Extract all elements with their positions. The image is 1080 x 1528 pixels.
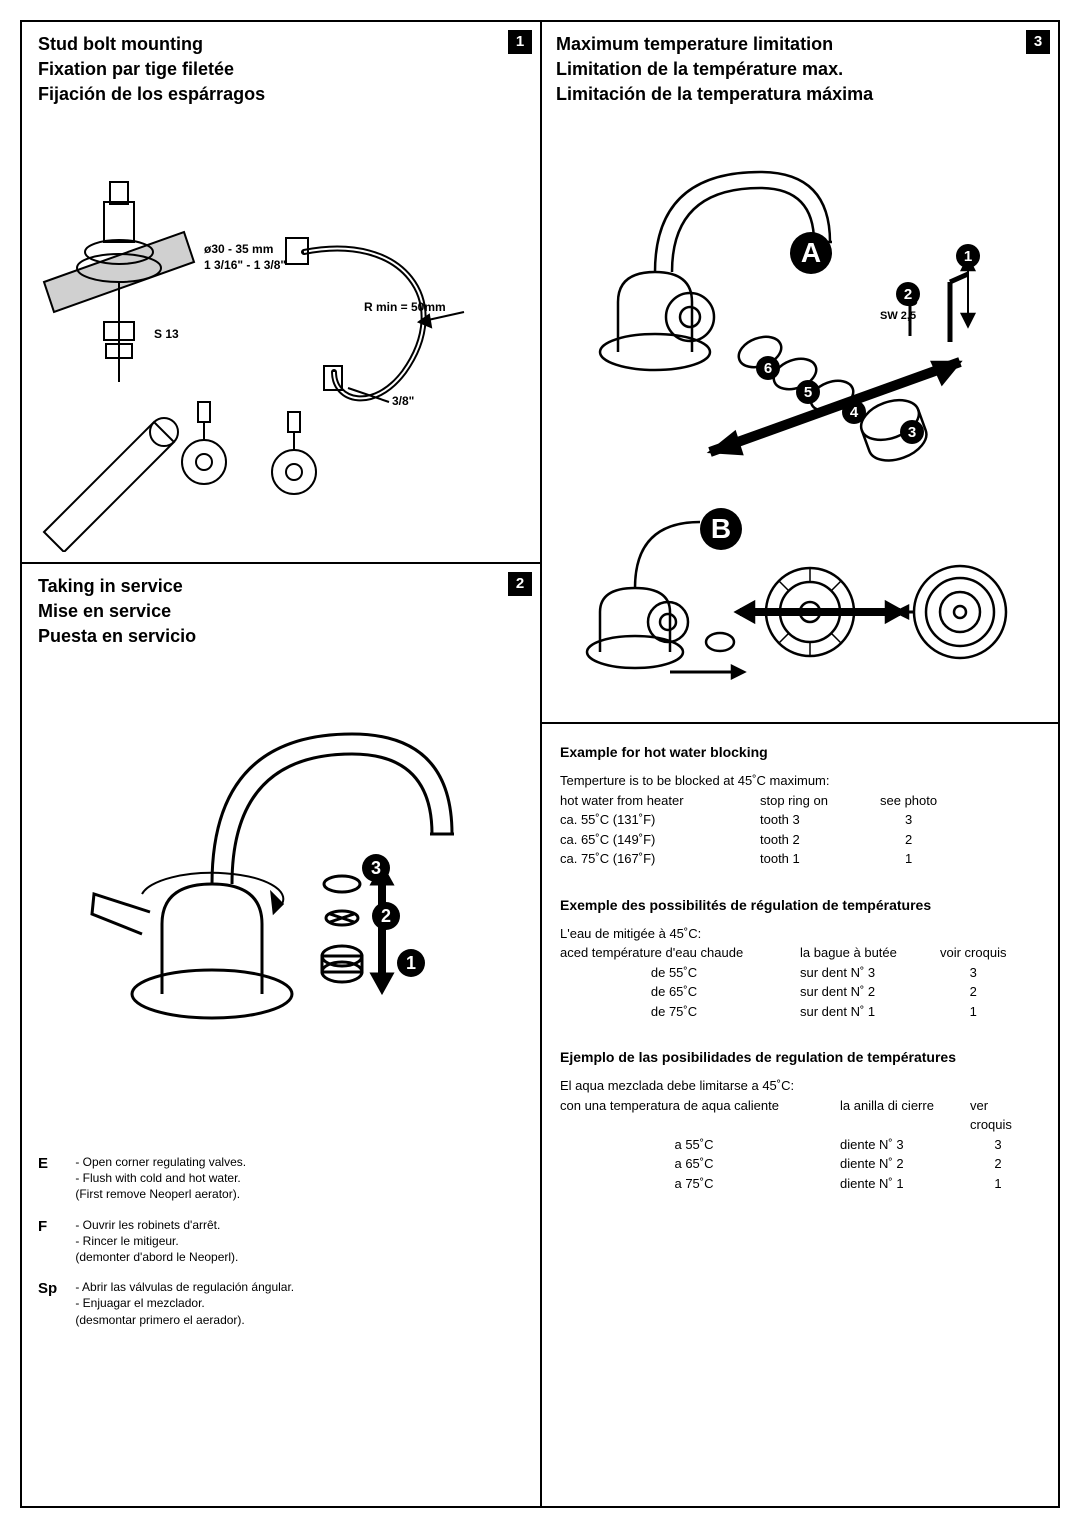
p2-num-1: 1 [397,949,425,977]
note-en-label: E [38,1154,72,1174]
note-fr-body: - Ouvrir les robinets d'arrêt. - Rincer … [75,1217,435,1266]
panel-3-badge: 3 [1026,30,1050,54]
a-num-6: 6 [756,356,780,380]
panel-1-title-fr: Fixation par tige filetée [38,57,524,82]
panel-3-title-en: Maximum temperature limitation [556,32,1042,57]
note-es-body: - Abrir las válvulas de regulación ángul… [75,1279,435,1328]
diagram-b-svg [560,502,1040,702]
panel-1-title-en: Stud bolt mounting [38,32,524,57]
diagram-a-letter: A [790,232,832,274]
panel-2-diagram: 3 2 1 [52,694,492,1114]
panel-3-title: Maximum temperature limitation Limitatio… [540,22,1058,118]
panel-2-title-fr: Mise en service [38,599,524,624]
label-thread: 3/8" [392,394,414,408]
panel-2-title-es: Puesta en servicio [38,624,524,649]
panel-3-title-fr: Limitation de la température max. [556,57,1042,82]
a-num-1: 1 [956,244,980,268]
panel-3-title-es: Limitación de la temperatura máxima [556,82,1042,107]
label-rmin: R min = 50mm [364,300,446,314]
panel-2-svg [52,694,492,1114]
panel-2-notes: E - Open corner regulating valves. - Flu… [38,1154,524,1328]
block-en-intro: Temperture is to be blocked at 45˚C maxi… [560,771,1038,791]
note-fr-label: F [38,1217,72,1237]
p2-num-2: 2 [372,902,400,930]
block-es-intro: El aqua mezclada debe limitarse a 45˚C: [560,1076,1038,1096]
panel-3-tables: Example for hot water blocking Tempertur… [560,742,1038,1193]
panel-2-title-en: Taking in service [38,574,524,599]
block-en-heading: Example for hot water blocking [560,742,1038,763]
panel-1-title: Stud bolt mounting Fixation par tige fil… [22,22,540,118]
block-fr-table: aced température d'eau chaude la bague à… [560,943,1018,1021]
block-es-table: con una temperatura de aqua caliente la … [560,1096,1038,1194]
panel-1-title-es: Fijación de los espárragos [38,82,524,107]
block-es-heading: Ejemplo de las posibilidades de regulati… [560,1047,1038,1068]
note-en: E - Open corner regulating valves. - Flu… [38,1154,524,1203]
block-fr: Exemple des possibilités de régulation d… [560,895,1038,1022]
panel-1-diagram: ø30 - 35 mm 1 3/16" - 1 3/8" S 13 R min … [34,172,524,552]
note-es-label: Sp [38,1279,72,1299]
label-hole-in: 1 3/16" - 1 3/8" [204,258,286,272]
diagram-b-letter: B [700,508,742,550]
a-num-3: 3 [900,420,924,444]
panel-1: 1 Stud bolt mounting Fixation par tige f… [22,22,540,562]
p2-num-3: 3 [362,854,390,882]
block-en-table: hot water from heater stop ring on see p… [560,791,949,869]
panel-2-badge: 2 [508,572,532,596]
note-es: Sp - Abrir las válvulas de regulación án… [38,1279,524,1328]
label-wrench: S 13 [154,327,179,341]
panel-1-badge: 1 [508,30,532,54]
a-num-4: 4 [842,400,866,424]
block-fr-heading: Exemple des possibilités de régulation d… [560,895,1038,916]
note-en-body: - Open corner regulating valves. - Flush… [75,1154,435,1203]
diagram-a-svg [560,152,1040,472]
label-sw: SW 2,5 [880,310,916,322]
a-num-2: 2 [896,282,920,306]
panel-3: 3 Maximum temperature limitation Limitat… [540,22,1058,1506]
page-frame: 1 Stud bolt mounting Fixation par tige f… [20,20,1060,1508]
diagram-a: A 1 2 SW 2,5 3 4 5 6 [560,152,1040,472]
panel-2-title: Taking in service Mise en service Puesta… [22,564,540,660]
panel-1-svg [34,172,524,552]
block-fr-intro: L'eau de mitigée à 45˚C: [560,924,1038,944]
block-en: Example for hot water blocking Tempertur… [560,742,1038,869]
panel-2: 2 Taking in service Mise en service Pues… [22,564,540,1506]
label-hole-dia: ø30 - 35 mm [204,242,273,256]
block-es: Ejemplo de las posibilidades de regulati… [560,1047,1038,1193]
diagram-b: B [560,502,1040,702]
a-num-5: 5 [796,380,820,404]
note-fr: F - Ouvrir les robinets d'arrêt. - Rince… [38,1217,524,1266]
